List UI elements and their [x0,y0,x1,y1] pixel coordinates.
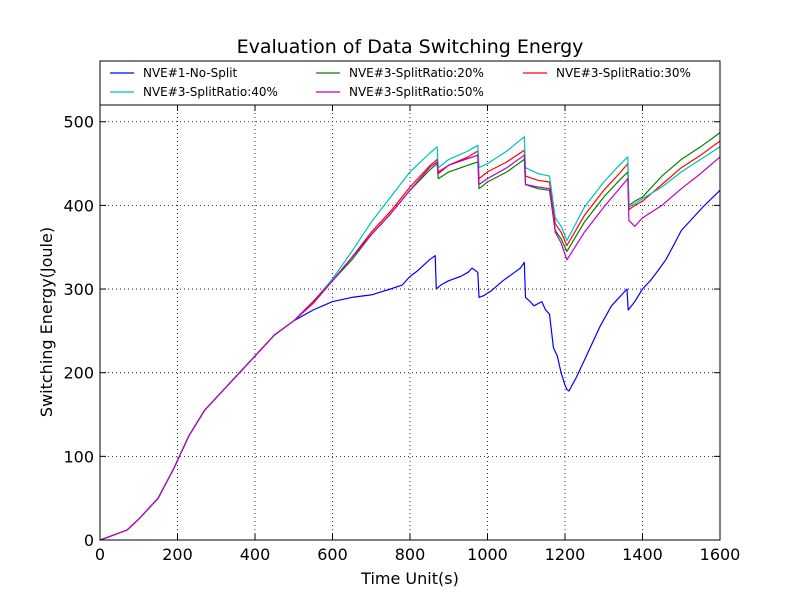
x-tick-label: 200 [162,545,193,564]
y-tick-label: 500 [63,113,94,132]
y-tick-label: 200 [63,364,94,383]
x-tick-label: 0 [95,545,105,564]
legend-label-5: NVE#3-SplitRatio:50% [349,85,484,99]
series-lines [100,132,720,540]
x-tick-label: 1600 [700,545,741,564]
x-tick-label: 1400 [622,545,663,564]
legend-label-4: NVE#3-SplitRatio:40% [143,85,278,99]
legend: NVE#1-No-Split NVE#3-SplitRatio:20% NVE#3-… [99,60,721,106]
series-line-3 [100,140,720,540]
grid [100,105,720,540]
legend-label-1: NVE#1-No-Split [143,66,238,80]
x-axis-label: Time Unit(s) [360,569,459,588]
x-tick-label: 1200 [545,545,586,564]
legend-box [99,60,721,106]
plot-frame [99,104,721,541]
legend-label-2: NVE#3-SplitRatio:20% [349,66,484,80]
y-tick-label: 0 [84,531,94,550]
y-tick-label: 100 [63,447,94,466]
legend-label-3: NVE#3-SplitRatio:30% [556,66,691,80]
chart-title: Evaluation of Data Switching Energy [237,36,584,58]
x-tick-label: 800 [395,545,426,564]
y-tick-label: 400 [63,196,94,215]
y-tick-label: 300 [63,280,94,299]
y-axis-label: Switching Energy(Joule) [37,227,56,417]
x-tick-label: 1000 [467,545,508,564]
series-line-5 [100,154,720,540]
axis-ticks: 0 200 400 600 800 1000 1200 1400 1600 0 100 200 300 4… [63,105,740,564]
x-tick-label: 400 [240,545,271,564]
x-tick-label: 600 [317,545,348,564]
